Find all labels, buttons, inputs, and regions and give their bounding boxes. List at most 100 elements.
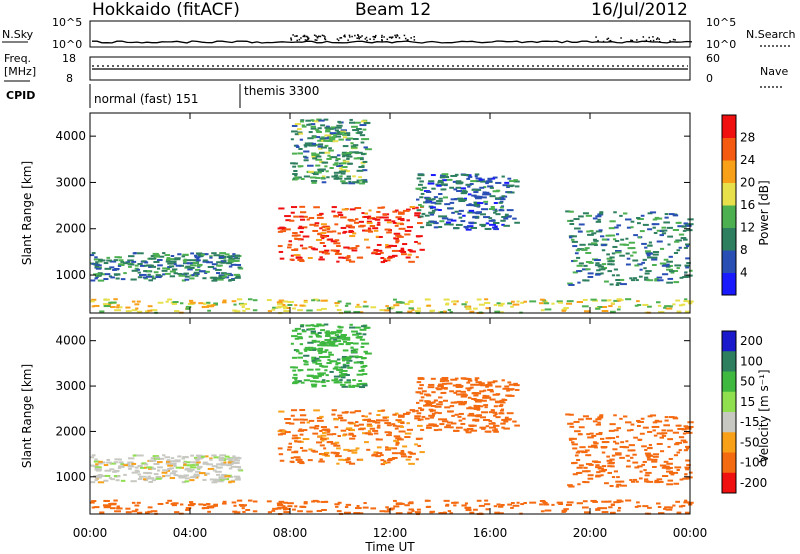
power-pixel bbox=[213, 303, 218, 306]
power-pixel bbox=[195, 259, 201, 262]
velocity-pixel bbox=[341, 355, 348, 358]
velocity-pixel bbox=[362, 432, 368, 435]
velocity-pixel bbox=[483, 395, 490, 398]
velocity-pixel bbox=[319, 364, 324, 367]
velocity-pixel bbox=[333, 338, 337, 341]
velocity-pixel bbox=[441, 376, 449, 379]
velocity-pixel bbox=[310, 380, 317, 383]
power-pixel bbox=[305, 119, 312, 122]
power-pixel bbox=[329, 132, 337, 135]
power-pixel bbox=[432, 222, 439, 225]
power-pixel bbox=[292, 232, 298, 235]
velocity-pixel bbox=[324, 454, 330, 457]
power-pixel bbox=[226, 262, 232, 265]
power-pixel bbox=[287, 243, 293, 246]
power-pixel bbox=[507, 302, 512, 305]
velocity-pixel bbox=[408, 462, 415, 465]
power-pixel bbox=[675, 239, 683, 242]
power-pixel bbox=[605, 238, 610, 241]
power-pixel bbox=[688, 269, 693, 272]
velocity-pixel bbox=[622, 415, 628, 418]
velocity-pixel bbox=[277, 504, 283, 507]
power-pixel bbox=[574, 252, 579, 255]
power-pixel bbox=[440, 174, 446, 177]
power-pixel bbox=[669, 305, 673, 308]
power-pixel bbox=[321, 161, 329, 164]
velocity-pixel bbox=[392, 413, 397, 416]
nsearch-point bbox=[356, 37, 358, 39]
power-pixel bbox=[323, 118, 329, 121]
power-pixel bbox=[98, 258, 103, 261]
velocity-pixel bbox=[183, 474, 189, 477]
velocity-pixel bbox=[476, 383, 483, 386]
power-pixel bbox=[391, 244, 398, 247]
velocity-pixel bbox=[118, 507, 123, 510]
velocity-pixel bbox=[398, 414, 402, 417]
nsearch-point bbox=[652, 36, 654, 38]
power-pixel bbox=[668, 270, 675, 273]
velocity-pixel bbox=[315, 380, 321, 383]
velocity-pixel bbox=[357, 336, 363, 339]
velocity-pixel bbox=[494, 511, 501, 514]
nsearch-point bbox=[366, 39, 368, 42]
velocity-pixel bbox=[136, 501, 141, 504]
velocity-pixel bbox=[315, 362, 323, 365]
velocity-pixel bbox=[342, 364, 350, 367]
velocity-pixel bbox=[198, 503, 204, 506]
freq-panel: Freq. [MHz] 18 8 60 0 Nave bbox=[4, 52, 788, 88]
velocity-pixel bbox=[478, 504, 485, 507]
power-pixel bbox=[324, 134, 332, 137]
velocity-pixel bbox=[359, 386, 365, 389]
nsearch-point bbox=[358, 37, 361, 40]
velocity-pixel bbox=[90, 456, 95, 459]
power-pixel bbox=[551, 302, 555, 305]
power-pixel bbox=[310, 123, 316, 126]
power-pixel bbox=[147, 305, 153, 308]
velocity-pixel bbox=[474, 379, 478, 382]
velocity-pixel bbox=[471, 392, 479, 395]
velocity-pixel bbox=[578, 433, 583, 436]
velocity-pixel bbox=[411, 509, 415, 512]
velocity-pixel bbox=[485, 383, 493, 386]
velocity-pixel bbox=[563, 508, 569, 511]
power-pixel bbox=[612, 238, 617, 241]
power-pixel bbox=[308, 131, 313, 134]
power-pixel bbox=[428, 200, 433, 203]
velocity-pixel bbox=[283, 511, 291, 514]
power-pixel bbox=[465, 307, 472, 310]
velocity-pixel bbox=[480, 416, 487, 419]
velocity-pixel bbox=[157, 461, 163, 464]
power-pixel bbox=[301, 124, 305, 127]
power-pixel bbox=[134, 267, 139, 270]
velocity-pixel bbox=[487, 381, 493, 384]
power-pixel bbox=[144, 261, 149, 264]
power-pixel bbox=[385, 246, 392, 249]
power-pixel bbox=[189, 301, 196, 304]
power-colorbar-segment bbox=[722, 137, 736, 161]
velocity-pixel bbox=[416, 391, 420, 394]
velocity-pixel bbox=[315, 368, 321, 371]
velocity-pixel bbox=[366, 423, 372, 426]
power-pixel bbox=[684, 310, 690, 313]
velocity-pixel bbox=[359, 458, 363, 461]
velocity-pixel bbox=[297, 336, 303, 339]
power-pixel bbox=[606, 257, 613, 260]
power-pixel bbox=[292, 178, 298, 181]
velocity-pixel bbox=[346, 338, 351, 341]
power-pixel bbox=[362, 160, 368, 163]
power-pixel bbox=[162, 273, 166, 276]
velocity-pixel bbox=[481, 411, 489, 414]
nsky-tick-max: 10^5 bbox=[52, 16, 82, 29]
velocity-pixel bbox=[104, 469, 112, 472]
velocity-pixel bbox=[610, 465, 615, 468]
power-pixel bbox=[336, 309, 342, 312]
velocity-pixel bbox=[148, 459, 155, 462]
power-pixel bbox=[510, 300, 515, 303]
power-pixel bbox=[310, 119, 314, 122]
power-pixel bbox=[302, 226, 308, 229]
velocity-pixel bbox=[93, 506, 100, 509]
velocity-pixel bbox=[416, 412, 422, 415]
power-pixel bbox=[319, 212, 324, 215]
velocity-pixel bbox=[488, 422, 496, 425]
